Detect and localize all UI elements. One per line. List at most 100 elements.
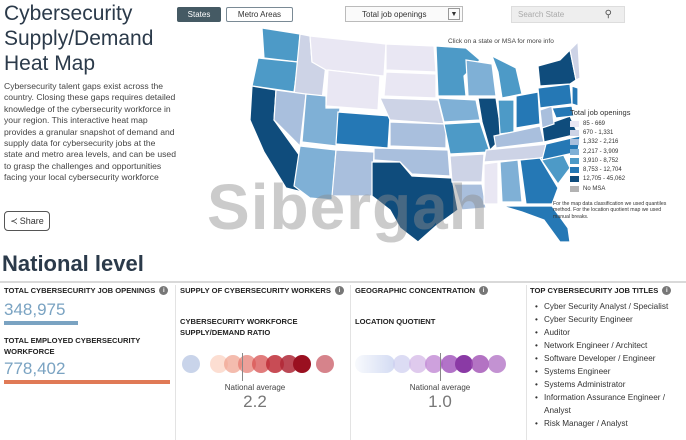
watermark: Sibergah	[207, 171, 489, 243]
legend-item: 12,705 - 45,062	[570, 175, 630, 184]
state-wisconsin[interactable]	[465, 59, 497, 97]
state-texas[interactable]	[371, 161, 459, 243]
distribution-dot	[293, 355, 311, 373]
distribution-dot	[441, 355, 459, 373]
share-icon: ≺	[10, 215, 18, 226]
state-ohio[interactable]	[515, 91, 541, 129]
legend-swatch	[570, 176, 579, 183]
state-arizona[interactable]	[293, 145, 337, 201]
legend-item: No MSA	[570, 184, 630, 193]
section-divider	[0, 281, 686, 283]
legend-label: 1,332 - 2,216	[583, 139, 619, 146]
national-average-marker	[440, 353, 441, 381]
state-alabama[interactable]	[499, 159, 523, 203]
state-colorado[interactable]	[335, 111, 391, 149]
national-level-heading: National level	[2, 251, 144, 276]
supply-average-value: 2.2	[243, 392, 267, 411]
employed-workforce-heading: TOTAL EMPLOYED CYBERSECURITY WORKFORCE	[4, 336, 141, 356]
national-average-marker	[242, 353, 243, 381]
info-icon[interactable]: i	[159, 286, 169, 295]
metric-select[interactable]: Total job openings ▼	[345, 6, 463, 22]
search-input[interactable]: Search State ⚲	[511, 6, 625, 23]
location-quotient-distribution[interactable]	[355, 353, 525, 383]
job-openings-heading: TOTAL CYBERSECURITY JOB OPENINGS i	[4, 286, 174, 295]
distribution-dot	[455, 355, 473, 373]
state-new-england[interactable]	[569, 40, 580, 81]
legend-label: 85 - 669	[583, 120, 606, 127]
state-pennsylvania[interactable]	[537, 83, 573, 109]
job-title-item: Auditor	[530, 326, 686, 339]
distribution-dot	[425, 355, 443, 373]
job-title-item: Cyber Security Engineer	[530, 313, 686, 326]
state-minnesota[interactable]	[435, 45, 481, 97]
state-washington[interactable]	[261, 27, 301, 63]
distribution-dot	[182, 355, 200, 373]
distribution-dot	[355, 355, 395, 373]
state-arkansas[interactable]	[449, 153, 485, 183]
employed-workforce-value: 778,402	[4, 359, 66, 378]
supply-heading: SUPPLY OF CYBERSECURITY WORKERS i	[180, 286, 345, 295]
info-icon[interactable]: i	[662, 286, 672, 295]
share-label: Share	[19, 216, 44, 226]
state-iowa[interactable]	[437, 97, 481, 123]
job-titles-heading: TOP CYBERSECURITY JOB TITLES i	[530, 286, 686, 295]
legend-swatch	[570, 185, 579, 192]
job-titles-column: TOP CYBERSECURITY JOB TITLES i Cyber Sec…	[530, 286, 686, 430]
info-icon[interactable]: i	[479, 286, 489, 295]
legend-label: 2,217 - 3,909	[583, 148, 619, 155]
distribution-dot	[266, 355, 284, 373]
location-quotient-label: LOCATION QUOTIENT	[355, 317, 436, 326]
job-openings-bar	[4, 321, 78, 325]
supply-demand-ratio-label: CYBERSECURITY WORKFORCE SUPPLY/DEMAND RA…	[180, 317, 298, 337]
job-openings-label: TOTAL CYBERSECURITY JOB OPENINGS	[4, 286, 156, 295]
job-title-item: Software Developer / Engineer	[530, 352, 686, 365]
state-louisiana[interactable]	[453, 183, 487, 211]
state-georgia[interactable]	[519, 157, 559, 205]
legend-label: No MSA	[583, 185, 606, 192]
us-heat-map[interactable]	[240, 20, 580, 245]
distribution-dot	[316, 355, 334, 373]
state-kansas[interactable]	[389, 121, 447, 149]
state-south-dakota[interactable]	[383, 71, 437, 99]
concentration-column: GEOGRAPHIC CONCENTRATION i LOCATION QUOT…	[355, 286, 525, 412]
legend-item: 1,332 - 2,216	[570, 138, 630, 147]
concentration-average-label: National average	[409, 383, 471, 392]
jobs-column: TOTAL CYBERSECURITY JOB OPENINGS i 348,9…	[4, 286, 174, 384]
legend-swatch	[570, 129, 579, 136]
state-florida[interactable]	[501, 205, 571, 243]
state-mississippi[interactable]	[483, 161, 499, 205]
search-icon: ⚲	[604, 9, 612, 20]
states-toggle[interactable]: States	[177, 7, 221, 22]
job-titles-label: TOP CYBERSECURITY JOB TITLES	[530, 286, 659, 295]
state-nebraska[interactable]	[379, 97, 445, 125]
job-title-item: Cyber Security Analyst / Specialist	[530, 300, 686, 313]
legend-label: 8,753 - 12,704	[583, 167, 622, 174]
legend-swatch	[570, 148, 579, 155]
state-michigan[interactable]	[490, 54, 523, 99]
distribution-dot	[393, 355, 411, 373]
column-divider	[350, 285, 351, 440]
state-new-jersey[interactable]	[571, 85, 579, 107]
state-north-dakota[interactable]	[385, 43, 437, 73]
map-hint: Click on a state or MSA for more info	[448, 38, 554, 45]
share-button[interactable]: ≺ Share	[4, 211, 50, 231]
info-icon[interactable]: i	[334, 286, 344, 295]
legend-item: 670 - 1,331	[570, 128, 630, 137]
state-indiana[interactable]	[497, 99, 515, 135]
supply-ratio-distribution[interactable]	[180, 353, 345, 383]
concentration-average-value: 1.0	[428, 392, 452, 411]
column-divider	[526, 285, 527, 440]
legend-note: For the map data classification we used …	[553, 201, 667, 220]
state-new-york[interactable]	[537, 48, 577, 87]
legend-swatch	[570, 139, 579, 146]
distribution-dot	[488, 355, 506, 373]
state-maryland[interactable]	[551, 105, 575, 119]
metro-areas-toggle[interactable]: Metro Areas	[226, 7, 293, 22]
state-oklahoma[interactable]	[373, 147, 451, 177]
employed-workforce-bar	[4, 380, 170, 384]
legend-swatch	[570, 167, 579, 174]
state-wyoming[interactable]	[325, 69, 381, 111]
job-title-item: Network Engineer / Architect	[530, 339, 686, 352]
job-title-item: Systems Engineer	[530, 365, 686, 378]
map-legend: Total job openings 85 - 669 670 - 1,331 1,…	[570, 108, 630, 193]
